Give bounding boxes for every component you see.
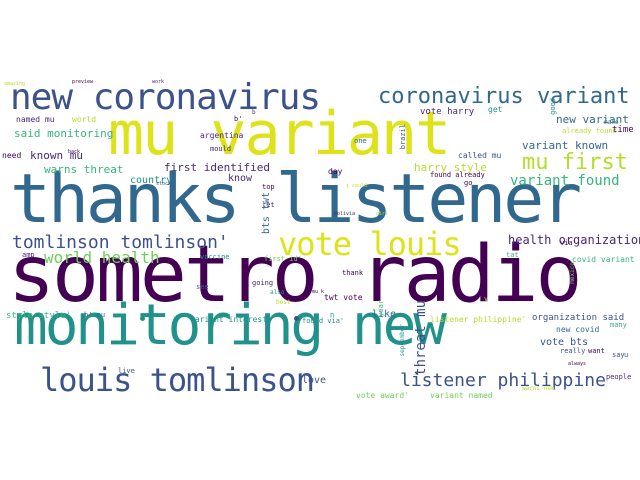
word: already found — [562, 127, 617, 135]
word: b' mu — [84, 311, 106, 319]
word: tomlinson tomlinson' — [12, 232, 229, 253]
word: twt vote — [324, 293, 363, 302]
word: u — [624, 351, 629, 359]
word: need — [2, 151, 22, 160]
word: mu k — [312, 289, 325, 295]
word: year — [377, 300, 385, 317]
word: love — [302, 375, 327, 386]
word: see — [196, 283, 209, 291]
word: vaccine — [200, 253, 230, 261]
word: first id' — [264, 255, 302, 263]
word: bts twt — [261, 192, 272, 235]
word: best — [276, 299, 291, 306]
word: n — [330, 311, 335, 319]
word: named mu — [16, 115, 55, 124]
word: tat — [506, 251, 519, 259]
word: organization said — [532, 313, 625, 323]
word: louis tomlinson — [40, 361, 315, 399]
word: listener philippine' — [430, 315, 527, 324]
word: back — [68, 149, 81, 155]
dot — [140, 316, 145, 321]
word: top — [262, 183, 275, 191]
word: b' — [234, 115, 243, 123]
word: thank — [342, 269, 364, 277]
word: work — [152, 79, 165, 85]
word: via' — [560, 239, 577, 247]
word: sometro radio — [8, 230, 582, 320]
word: september — [399, 324, 406, 357]
word: girl — [376, 211, 389, 217]
word: let — [262, 201, 275, 209]
word: brazil — [399, 124, 407, 150]
word: preview — [72, 79, 94, 85]
word: mu variant — [108, 99, 451, 169]
word: new covid — [556, 325, 600, 334]
word: threat mu — [413, 300, 429, 376]
word: covid variant — [572, 255, 635, 264]
word: new variant — [556, 113, 629, 126]
dot — [294, 316, 299, 321]
word: vote bts — [540, 337, 589, 348]
word: monitoring new — [14, 293, 447, 358]
word: mould — [210, 145, 232, 153]
word: also — [270, 289, 285, 296]
word: good — [549, 98, 557, 115]
word: variant found — [510, 173, 620, 189]
word: v — [484, 295, 489, 303]
word: thanks listener — [10, 160, 582, 239]
word: one — [354, 137, 367, 145]
word: first identified — [164, 161, 270, 174]
word: found already — [430, 171, 485, 179]
word: time — [612, 125, 634, 135]
word: listener philippine — [400, 370, 606, 391]
word: variant named — [430, 391, 493, 400]
word: known mu — [30, 149, 83, 162]
word: say — [612, 351, 625, 359]
word: amp — [22, 251, 35, 259]
word: found via' — [302, 317, 345, 325]
word: warns new — [522, 385, 555, 392]
word: argentina — [200, 131, 244, 140]
word: variant interest — [190, 315, 268, 324]
word: vote louis — [278, 225, 462, 263]
word: harry style — [414, 161, 487, 174]
word: get — [488, 105, 503, 114]
word: many — [610, 321, 627, 329]
word: bolivia — [334, 211, 356, 217]
word: new coronavirus — [10, 77, 321, 118]
word: going — [252, 279, 274, 287]
word: world — [72, 115, 97, 124]
word: go — [464, 179, 473, 187]
word: coronavirus variant — [378, 84, 630, 109]
word: live — [118, 367, 135, 375]
word: people — [606, 373, 632, 381]
word: called mu — [458, 151, 502, 160]
word: day — [328, 167, 343, 176]
word: vote award' — [356, 391, 409, 400]
word: mexico — [569, 262, 576, 284]
word: like — [372, 309, 397, 320]
word: mu first — [522, 150, 628, 175]
word: stock — [156, 181, 172, 187]
word: make — [604, 119, 619, 126]
word: know — [228, 173, 253, 184]
word: i could — [346, 183, 368, 189]
word: want — [588, 347, 605, 355]
word: b — [252, 109, 256, 116]
word: warns threat — [44, 163, 124, 176]
word: health organization — [508, 233, 640, 247]
word: style style' — [6, 311, 72, 321]
word: said monitoring — [14, 127, 114, 140]
word: world health — [44, 248, 160, 267]
word: vote harry — [420, 107, 475, 117]
word: amazing — [4, 81, 26, 87]
word: country — [130, 175, 173, 186]
word: variant known — [522, 139, 609, 152]
word: always — [568, 361, 587, 367]
word: really — [560, 347, 586, 355]
